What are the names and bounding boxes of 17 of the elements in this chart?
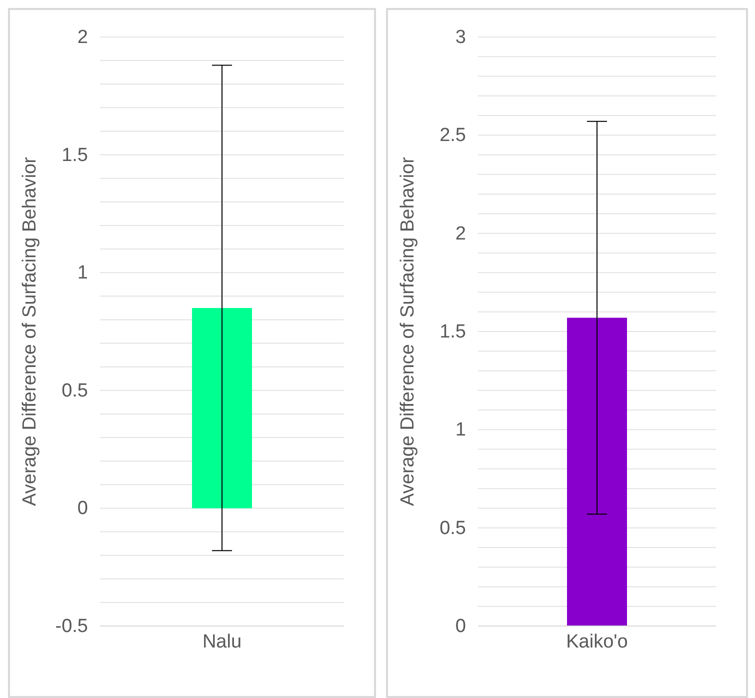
x-tick-label: Nalu	[202, 631, 242, 652]
y-axis-title: Average Difference of Surfacing Behavior	[398, 156, 419, 506]
y-tick-label: 0	[77, 498, 88, 520]
y-tick-label: 0.5	[440, 518, 466, 539]
y-tick-label: 0	[455, 616, 466, 637]
y-tick-label: 1.5	[440, 322, 466, 342]
y-tick-label: 2.5	[440, 125, 466, 146]
y-tick-label: 1.5	[62, 144, 88, 166]
y-tick-label: 3	[455, 27, 466, 48]
x-tick-label: Kaiko'o	[566, 631, 628, 652]
y-tick-label: 2	[455, 223, 466, 244]
y-tick-label: 2	[77, 27, 88, 48]
y-tick-label: -0.5	[55, 616, 88, 637]
y-tick-label: 1	[77, 262, 88, 284]
y-axis-title: Average Difference of Surfacing Behavior	[20, 156, 41, 506]
y-tick-label: 0.5	[62, 380, 88, 402]
y-tick-label: 1	[455, 420, 466, 441]
